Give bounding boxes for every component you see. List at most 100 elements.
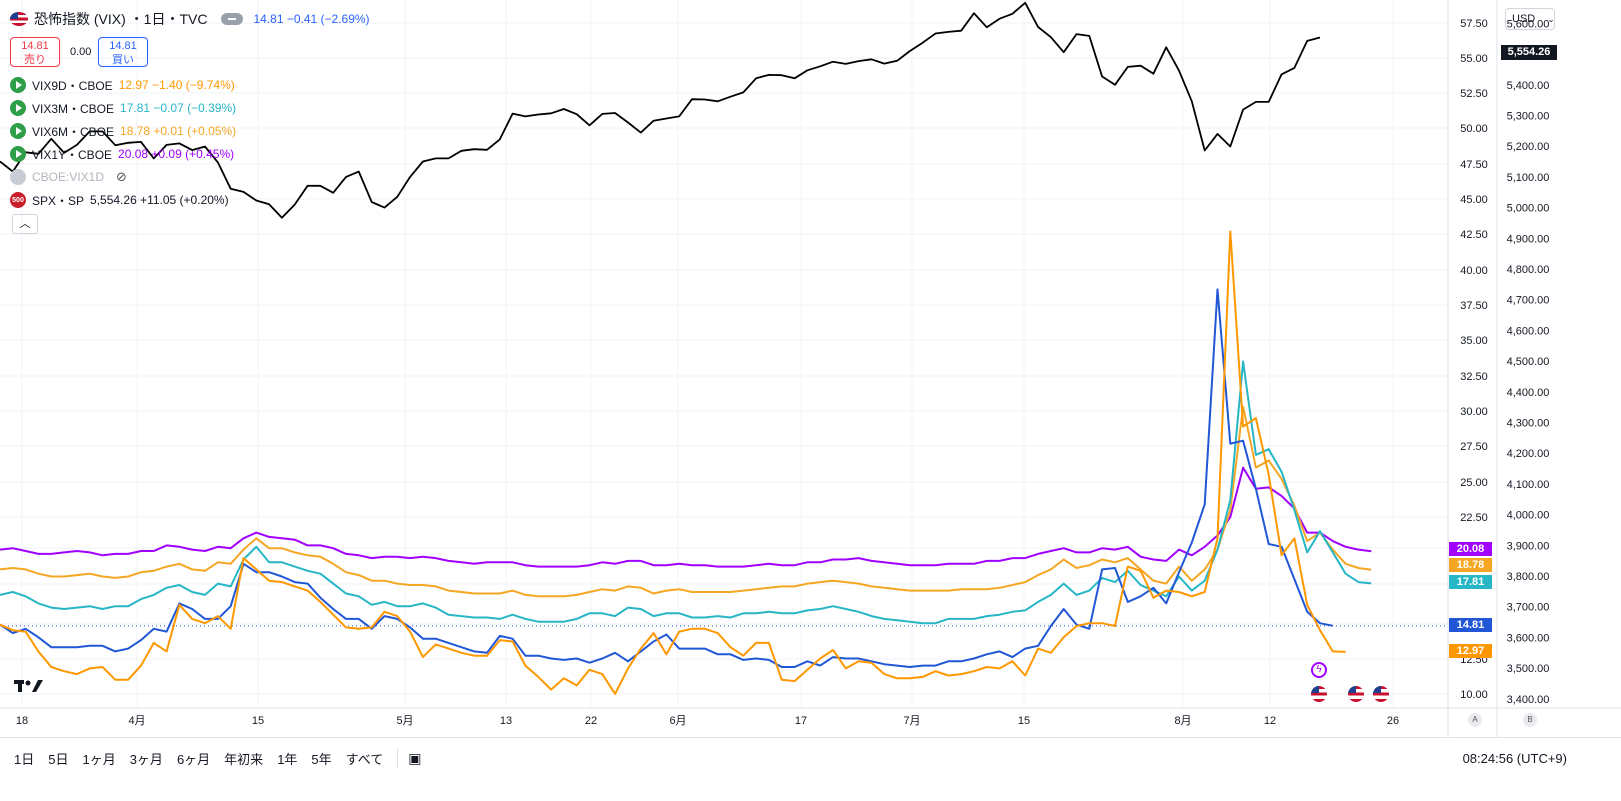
legend-value: 18.78 +0.01 (+0.05%) [120,124,237,138]
calendar-goto-icon[interactable]: ▣ [408,749,422,766]
left-axis-tick-label: 32.50 [1460,371,1488,383]
spread-value: 0.00 [70,46,92,58]
x-tick-label: 8月 [1174,715,1191,727]
eye-off-icon[interactable]: ⊘ [116,169,127,184]
legend-value: 17.81 −0.07 (−0.39%) [120,101,237,115]
series-line-vix [0,288,1333,668]
bottom-toolbar: 1日 5日 1ヶ月 3ヶ月 6ヶ月 年初来 1年 5年 すべて ▣ 08:24:… [0,737,1621,778]
x-tick-label: 6月 [669,715,686,727]
collapse-toggle-icon[interactable] [221,13,244,25]
right-axis-tick-label: 4,200.00 [1507,448,1550,460]
chart-header: 恐怖指数 (VIX) ・1日・TVC 14.81 −0.41 (−2.69%) [10,8,370,30]
series-line-vix9d [0,230,1346,695]
left-axis-tick-label: 42.50 [1460,229,1488,241]
legend-symbol: SPX・SP [32,193,85,208]
right-axis-tick-label: 5,200.00 [1507,141,1550,153]
right-axis-tick-label: 4,800.00 [1507,264,1550,276]
right-axis-tick-label: 3,800.00 [1507,571,1550,583]
flash-event-icon[interactable]: ϟ [1311,662,1327,678]
right-axis-tick-label: 3,600.00 [1507,632,1550,644]
right-axis-tick-label: 4,000.00 [1507,510,1550,522]
symbol-title[interactable]: 恐怖指数 (VIX) ・1日・TVC [34,11,208,27]
hidden-series-icon [10,169,26,185]
collapse-legend-button[interactable]: ︿ [12,214,38,234]
x-tick-label: 13 [500,715,512,727]
series-line-vix6m [0,405,1372,598]
x-tick-label: 15 [252,715,264,727]
right-axis-tick-label: 4,300.00 [1507,417,1550,429]
legend-value: 20.08 +0.09 (+0.45%) [118,147,235,161]
series-line-vix1y [0,466,1372,568]
x-tick-label: 12 [1264,715,1276,727]
last-value-tag-vix: 14.81 [1449,618,1492,632]
buy-price: 14.81 [109,40,137,52]
legend-symbol: VIX9D・CBOE [32,78,113,93]
right-axis-tick-label: 5,400.00 [1507,80,1550,92]
legend-symbol: VIX6M・CBOE [32,124,115,139]
legend-item-vix1d-hidden[interactable]: CBOE:VIX1D ⊘ [10,167,127,187]
buy-label: 買い [112,54,134,66]
divider [397,748,399,768]
right-axis-tick-label: 4,100.00 [1507,479,1550,491]
buy-button[interactable]: 14.81 買い [98,37,148,67]
right-axis-tick-label: 4,400.00 [1507,387,1550,399]
timeframe-6m[interactable]: 6ヶ月 [176,751,211,767]
play-icon [10,100,26,116]
legend-item-vix6m[interactable]: VIX6M・CBOE 18.78 +0.01 (+0.05%) [10,121,240,141]
timeframe-1d[interactable]: 1日 [14,751,35,767]
left-axis-tick-label: 30.00 [1460,406,1488,418]
legend-symbol: CBOE:VIX1D [32,170,105,184]
left-axis-tick-label: 50.00 [1460,123,1488,135]
play-icon [10,146,26,162]
legend-symbol: VIX1Y・CBOE [32,147,113,162]
timeframe-5y[interactable]: 5年 [311,751,332,767]
left-axis-tick-label: 45.00 [1460,194,1488,206]
x-tick-label: 15 [1018,715,1030,727]
tradingview-logo-icon[interactable] [14,678,44,699]
right-axis-tick-label: 5,000.00 [1507,203,1550,215]
us-event-marker-icon[interactable] [1348,686,1364,702]
last-value-tag-vix6m: 18.78 [1449,558,1492,572]
us-event-marker-icon[interactable] [1373,686,1389,702]
symbol-quote: 14.81 −0.41 (−2.69%) [253,12,370,26]
left-axis-tick-label: 10.00 [1460,689,1488,701]
legend-value: 5,554.26 +11.05 (+0.20%) [90,193,229,207]
left-axis-tick-label: 37.50 [1460,300,1488,312]
sell-button[interactable]: 14.81 売り [10,37,60,67]
timeframe-3m[interactable]: 3ヶ月 [129,751,163,767]
right-axis-tick-label: 3,400.00 [1507,694,1550,706]
us-event-marker-icon[interactable] [1311,686,1327,702]
left-axis-tick-label: 27.50 [1460,441,1488,453]
left-axis-tick-label: 52.50 [1460,88,1488,100]
x-tick-label: 26 [1387,715,1399,727]
left-axis-tick-label: 25.00 [1460,477,1488,489]
timeframe-all[interactable]: すべて [345,751,384,767]
x-tick-label: 7月 [903,715,920,727]
play-icon [10,77,26,93]
sell-price: 14.81 [21,40,49,52]
scale-button-a[interactable]: A [1468,713,1482,727]
right-axis-tick-label: 4,700.00 [1507,295,1550,307]
right-axis-tick-label: 5,300.00 [1507,110,1550,122]
spx-badge-icon: 500 [10,192,26,208]
clock-display[interactable]: 08:24:56 (UTC+9) [1462,750,1567,766]
last-value-tag-vix1y: 20.08 [1449,542,1492,556]
currency-label: USD [1512,13,1536,25]
right-axis-tick-label: 3,700.00 [1507,602,1550,614]
timeframe-1y[interactable]: 1年 [277,751,298,767]
last-value-tag-vix9d: 12.97 [1449,644,1492,658]
timeframe-1m[interactable]: 1ヶ月 [82,751,116,767]
legend-item-vix9d[interactable]: VIX9D・CBOE 12.97 −1.40 (−9.74%) [10,75,239,95]
right-axis-tick-label: 4,600.00 [1507,325,1550,337]
timeframe-ytd[interactable]: 年初来 [224,751,264,767]
right-axis-tick-label: 4,900.00 [1507,233,1550,245]
right-axis-tick-label: 5,100.00 [1507,172,1550,184]
legend-item-vix3m[interactable]: VIX3M・CBOE 17.81 −0.07 (−0.39%) [10,98,240,118]
legend-item-vix1y[interactable]: VIX1Y・CBOE 20.08 +0.09 (+0.45%) [10,144,238,164]
scale-button-b[interactable]: B [1523,713,1537,727]
us-flag-icon [10,12,28,26]
currency-select[interactable]: USD ⌄ [1505,8,1555,30]
legend-item-spx[interactable]: 500 SPX・SP 5,554.26 +11.05 (+0.20%) [10,190,233,210]
timeframe-5d[interactable]: 5日 [48,751,69,767]
